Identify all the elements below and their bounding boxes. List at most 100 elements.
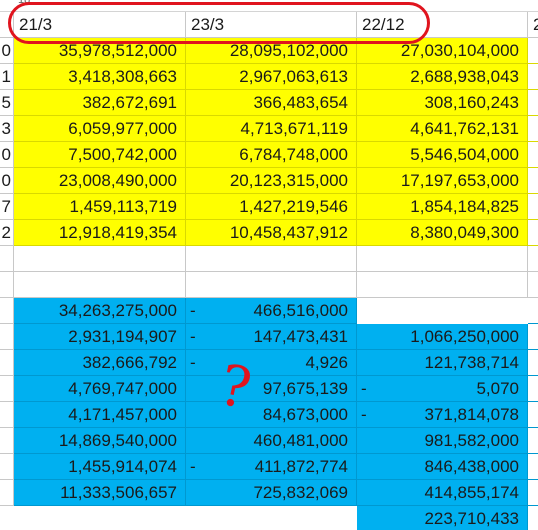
value-cell-21-3[interactable]: 11,333,506,657 <box>14 480 186 506</box>
row-edge-cell[interactable]: 1 <box>0 64 14 90</box>
value-cell-23-3[interactable]: 10,458,437,912 <box>186 220 357 246</box>
value-cell-22-12[interactable]: 27,030,104,000 <box>357 38 528 64</box>
cell-value: 4,926 <box>305 353 348 372</box>
value-cell-21-3[interactable]: 382,666,792 <box>14 350 186 376</box>
cell[interactable] <box>528 480 538 506</box>
header-cell-21-3[interactable]: 21/3 <box>14 12 186 38</box>
cell[interactable] <box>528 168 538 194</box>
value-cell-23-3[interactable]: 1,427,219,546 <box>186 194 357 220</box>
value-cell-23-3[interactable]: 725,832,069 <box>186 480 357 506</box>
value-cell-23-3[interactable]: 28,095,102,000 <box>186 38 357 64</box>
row-edge-cell[interactable] <box>0 350 14 376</box>
value-cell-22-12[interactable]: 981,582,000 <box>357 428 528 454</box>
value-cell-23-3[interactable]: 84,673,000 <box>186 402 357 428</box>
row-edge-cell[interactable]: 0 <box>0 168 14 194</box>
value-cell-23-3[interactable]: 20,123,315,000 <box>186 168 357 194</box>
cell[interactable] <box>528 220 538 246</box>
row-edge-cell[interactable]: 5 <box>0 90 14 116</box>
cell[interactable] <box>528 298 538 324</box>
row-edge-cell[interactable]: 2 <box>0 220 14 246</box>
value-cell-22-12[interactable]: 4,641,762,131 <box>357 116 528 142</box>
cell[interactable] <box>14 246 186 272</box>
header-cell-23-3[interactable]: 23/3 <box>186 12 357 38</box>
value-cell-21-3[interactable]: 12,918,419,354 <box>14 220 186 246</box>
value-cell-21-3[interactable]: 14,869,540,000 <box>14 428 186 454</box>
value-cell-21-3[interactable]: 7,500,742,000 <box>14 142 186 168</box>
row-edge-cell[interactable] <box>0 480 14 506</box>
value-cell-23-3[interactable]: 2,967,063,613 <box>186 64 357 90</box>
value-cell-23-3[interactable]: - 411,872,774 <box>186 454 357 480</box>
value-cell-23-3[interactable]: 97,675,139 <box>186 376 357 402</box>
value-cell-22-12[interactable]: 223,710,433 <box>357 506 528 530</box>
value-cell-21-3[interactable]: 4,171,457,000 <box>14 402 186 428</box>
value-cell-21-3[interactable]: 35,978,512,000 <box>14 38 186 64</box>
cell[interactable] <box>528 454 538 480</box>
cell[interactable] <box>14 272 186 298</box>
cell[interactable] <box>357 272 528 298</box>
table-row: 1,455,914,074- 411,872,774 414,855,174 <box>0 454 538 506</box>
value-cell-21-3[interactable]: 23,008,490,000 <box>14 168 186 194</box>
value-cell-23-3[interactable]: 6,784,748,000 <box>186 142 357 168</box>
value-cell-22-12[interactable]: - 5,070 <box>357 376 528 402</box>
value-cell-22-12[interactable]: 1,066,250,000 <box>357 324 528 350</box>
cell[interactable] <box>528 90 538 116</box>
cell[interactable] <box>357 246 528 272</box>
header-edge-cell[interactable] <box>0 12 14 38</box>
cell[interactable] <box>186 246 357 272</box>
value-cell-21-3[interactable]: 3,418,308,663 <box>14 64 186 90</box>
cell[interactable] <box>528 142 538 168</box>
row-edge-cell[interactable] <box>0 376 14 402</box>
cell[interactable] <box>528 428 538 454</box>
row-edge-cell[interactable] <box>0 454 14 480</box>
row-edge-cell[interactable] <box>0 324 14 350</box>
table-row: 34,263,275,000- 466,516,000 1,066,250,000 <box>0 298 538 350</box>
header-cell-22-12[interactable]: 22/12 <box>357 12 528 38</box>
row-edge-cell[interactable] <box>0 428 14 454</box>
row-edge-cell[interactable]: 0 <box>0 38 14 64</box>
value-cell-22-12[interactable]: 2,688,938,043 <box>357 64 528 90</box>
row-edge-cell[interactable] <box>0 298 14 324</box>
row-edge-cell[interactable]: 3 <box>0 116 14 142</box>
cell[interactable] <box>186 272 357 298</box>
value-cell-23-3[interactable]: 460,481,000 <box>186 428 357 454</box>
row-edge-cell[interactable]: 0 <box>0 142 14 168</box>
value-cell-22-12[interactable]: 17,197,653,000 <box>357 168 528 194</box>
value-cell-22-12[interactable]: 121,738,714 <box>357 350 528 376</box>
row-edge-cell[interactable]: 7 <box>0 194 14 220</box>
value-cell-23-3[interactable]: - 147,473,431 <box>186 324 357 350</box>
cell-value: 1,066,250,000 <box>410 327 519 346</box>
row-edge-cell[interactable] <box>0 402 14 428</box>
value-cell-23-3[interactable]: - 4,926 <box>186 350 357 376</box>
cell[interactable] <box>528 376 538 402</box>
value-cell-22-12[interactable]: - 371,814,078 <box>357 402 528 428</box>
value-cell-22-12[interactable]: 1,854,184,825 <box>357 194 528 220</box>
value-cell-21-3[interactable]: 2,931,194,907 <box>14 324 186 350</box>
value-cell-23-3[interactable]: 4,713,671,119 <box>186 116 357 142</box>
value-cell-22-12[interactable]: 414,855,174 <box>357 480 528 506</box>
cell[interactable] <box>528 38 538 64</box>
value-cell-22-12[interactable]: 8,380,049,300 <box>357 220 528 246</box>
value-cell-21-3[interactable]: 4,769,747,000 <box>14 376 186 402</box>
value-cell-21-3[interactable]: 6,059,977,000 <box>14 116 186 142</box>
value-cell-22-12[interactable]: 308,160,243 <box>357 90 528 116</box>
value-cell-23-3[interactable]: 366,483,654 <box>186 90 357 116</box>
value-cell-21-3[interactable]: 1,455,914,074 <box>14 454 186 480</box>
cell[interactable] <box>528 116 538 142</box>
cell[interactable] <box>528 246 538 272</box>
header-cell-next[interactable]: 2 <box>528 12 538 38</box>
cell[interactable] <box>528 402 538 428</box>
cell[interactable] <box>528 350 538 376</box>
value-cell-22-12[interactable]: 846,438,000 <box>357 454 528 480</box>
cell[interactable] <box>528 64 538 90</box>
value-cell-21-3[interactable]: 1,459,113,719 <box>14 194 186 220</box>
cell[interactable] <box>528 324 538 350</box>
cell[interactable] <box>0 246 14 272</box>
cell[interactable] <box>528 272 538 298</box>
value-cell-23-3[interactable]: - 466,516,000 <box>186 298 357 324</box>
table-row: 7 1,459,113,719 1,427,219,546 1,854,184,825 <box>0 194 538 220</box>
cell[interactable] <box>0 272 14 298</box>
value-cell-21-3[interactable]: 34,263,275,000 <box>14 298 186 324</box>
value-cell-22-12[interactable]: 5,546,504,000 <box>357 142 528 168</box>
cell[interactable] <box>528 194 538 220</box>
value-cell-21-3[interactable]: 382,672,691 <box>14 90 186 116</box>
